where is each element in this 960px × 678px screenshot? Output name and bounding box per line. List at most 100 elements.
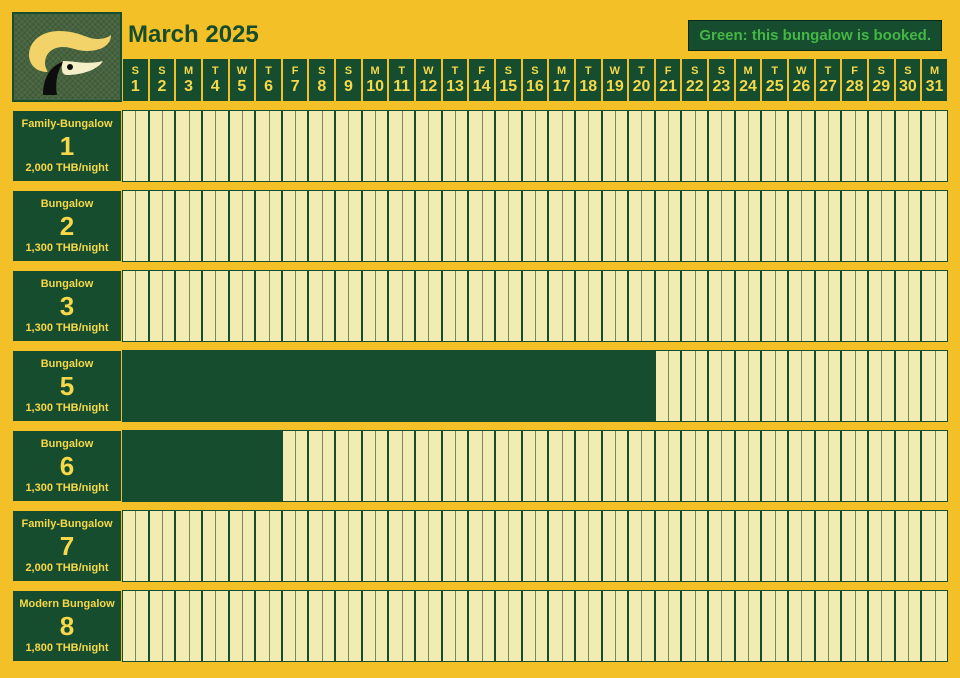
cell-booked[interactable] bbox=[149, 430, 176, 502]
cell-free[interactable] bbox=[495, 590, 522, 662]
cell-free[interactable] bbox=[282, 590, 309, 662]
cell-free[interactable] bbox=[122, 190, 149, 262]
cell-free[interactable] bbox=[815, 590, 842, 662]
cell-free[interactable] bbox=[229, 590, 256, 662]
cell-free[interactable] bbox=[415, 430, 442, 502]
cell-free[interactable] bbox=[202, 190, 229, 262]
cell-free[interactable] bbox=[495, 270, 522, 342]
cell-free[interactable] bbox=[308, 430, 335, 502]
cell-free[interactable] bbox=[602, 510, 629, 582]
cell-free[interactable] bbox=[868, 350, 895, 422]
cell-free[interactable] bbox=[468, 270, 495, 342]
cell-booked[interactable] bbox=[202, 430, 229, 502]
cell-free[interactable] bbox=[282, 270, 309, 342]
cell-free[interactable] bbox=[282, 510, 309, 582]
cell-free[interactable] bbox=[282, 190, 309, 262]
cell-free[interactable] bbox=[602, 430, 629, 502]
cell-free[interactable] bbox=[895, 430, 922, 502]
cell-free[interactable] bbox=[761, 270, 788, 342]
cell-free[interactable] bbox=[681, 110, 708, 182]
cell-free[interactable] bbox=[708, 270, 735, 342]
cell-free[interactable] bbox=[921, 110, 948, 182]
cell-free[interactable] bbox=[175, 110, 202, 182]
cell-free[interactable] bbox=[548, 510, 575, 582]
cell-free[interactable] bbox=[122, 510, 149, 582]
cell-free[interactable] bbox=[548, 590, 575, 662]
cell-free[interactable] bbox=[229, 510, 256, 582]
cell-free[interactable] bbox=[175, 510, 202, 582]
cell-free[interactable] bbox=[788, 510, 815, 582]
cell-booked[interactable] bbox=[202, 350, 229, 422]
cell-free[interactable] bbox=[175, 590, 202, 662]
cell-free[interactable] bbox=[522, 110, 549, 182]
cell-booked[interactable] bbox=[548, 350, 575, 422]
cell-free[interactable] bbox=[841, 270, 868, 342]
cell-free[interactable] bbox=[335, 190, 362, 262]
cell-free[interactable] bbox=[815, 510, 842, 582]
cell-free[interactable] bbox=[362, 430, 389, 502]
cell-free[interactable] bbox=[575, 510, 602, 582]
cell-free[interactable] bbox=[282, 430, 309, 502]
cell-free[interactable] bbox=[761, 510, 788, 582]
cell-free[interactable] bbox=[655, 590, 682, 662]
cell-booked[interactable] bbox=[628, 350, 655, 422]
cell-free[interactable] bbox=[628, 270, 655, 342]
cell-free[interactable] bbox=[442, 590, 469, 662]
cell-free[interactable] bbox=[335, 110, 362, 182]
cell-free[interactable] bbox=[122, 590, 149, 662]
cell-free[interactable] bbox=[388, 270, 415, 342]
cell-free[interactable] bbox=[202, 270, 229, 342]
cell-free[interactable] bbox=[681, 590, 708, 662]
cell-free[interactable] bbox=[495, 110, 522, 182]
cell-booked[interactable] bbox=[522, 350, 549, 422]
cell-free[interactable] bbox=[522, 510, 549, 582]
cell-free[interactable] bbox=[788, 350, 815, 422]
cell-free[interactable] bbox=[388, 430, 415, 502]
cell-free[interactable] bbox=[761, 430, 788, 502]
cell-free[interactable] bbox=[468, 510, 495, 582]
cell-free[interactable] bbox=[548, 430, 575, 502]
cell-free[interactable] bbox=[308, 110, 335, 182]
cell-booked[interactable] bbox=[362, 350, 389, 422]
cell-free[interactable] bbox=[548, 270, 575, 342]
cell-free[interactable] bbox=[841, 430, 868, 502]
cell-free[interactable] bbox=[708, 110, 735, 182]
cell-free[interactable] bbox=[655, 110, 682, 182]
cell-free[interactable] bbox=[895, 590, 922, 662]
cell-free[interactable] bbox=[388, 190, 415, 262]
cell-free[interactable] bbox=[735, 110, 762, 182]
cell-free[interactable] bbox=[628, 510, 655, 582]
cell-free[interactable] bbox=[122, 110, 149, 182]
cell-free[interactable] bbox=[202, 510, 229, 582]
cell-free[interactable] bbox=[548, 110, 575, 182]
cell-free[interactable] bbox=[868, 270, 895, 342]
cell-free[interactable] bbox=[282, 110, 309, 182]
cell-free[interactable] bbox=[868, 110, 895, 182]
cell-free[interactable] bbox=[761, 190, 788, 262]
cell-free[interactable] bbox=[841, 590, 868, 662]
cell-booked[interactable] bbox=[575, 350, 602, 422]
cell-free[interactable] bbox=[149, 110, 176, 182]
cell-booked[interactable] bbox=[175, 350, 202, 422]
cell-free[interactable] bbox=[255, 510, 282, 582]
cell-free[interactable] bbox=[895, 190, 922, 262]
cell-booked[interactable] bbox=[149, 350, 176, 422]
cell-free[interactable] bbox=[308, 190, 335, 262]
cell-free[interactable] bbox=[229, 270, 256, 342]
cell-free[interactable] bbox=[868, 190, 895, 262]
cell-free[interactable] bbox=[708, 190, 735, 262]
cell-booked[interactable] bbox=[602, 350, 629, 422]
cell-free[interactable] bbox=[708, 430, 735, 502]
cell-free[interactable] bbox=[841, 510, 868, 582]
cell-free[interactable] bbox=[628, 590, 655, 662]
cell-free[interactable] bbox=[735, 270, 762, 342]
cell-free[interactable] bbox=[522, 430, 549, 502]
cell-free[interactable] bbox=[442, 430, 469, 502]
cell-free[interactable] bbox=[815, 190, 842, 262]
cell-free[interactable] bbox=[895, 350, 922, 422]
cell-free[interactable] bbox=[362, 590, 389, 662]
cell-free[interactable] bbox=[921, 590, 948, 662]
cell-free[interactable] bbox=[681, 190, 708, 262]
cell-free[interactable] bbox=[388, 590, 415, 662]
cell-free[interactable] bbox=[788, 110, 815, 182]
